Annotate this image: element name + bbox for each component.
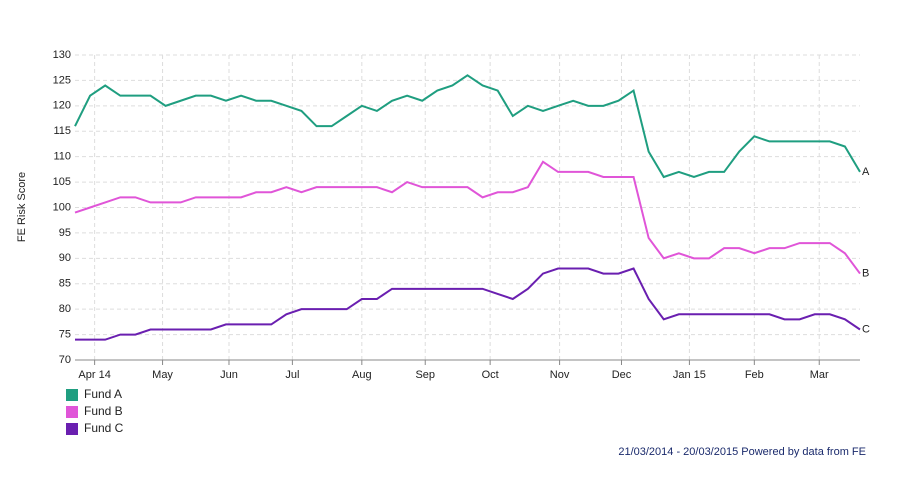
y-axis-label: FE Risk Score: [16, 172, 28, 242]
legend-swatch: [66, 406, 78, 418]
x-tick-label: Feb: [745, 369, 764, 381]
legend-swatch: [66, 423, 78, 435]
x-tick-label: Apr 14: [78, 369, 110, 381]
y-tick-label: 75: [59, 328, 71, 340]
y-tick-label: 85: [59, 278, 71, 290]
y-tick-label: 95: [59, 227, 71, 239]
y-tick-label: 80: [59, 303, 71, 315]
line: [75, 267, 861, 341]
x-tick-label: Mar: [810, 369, 829, 381]
line: [74, 160, 861, 275]
end-label: C: [862, 323, 870, 335]
x-tick-label: Jun: [220, 369, 238, 381]
y-tick-label: 125: [53, 74, 71, 86]
x-tick-label: May: [152, 369, 173, 381]
x-tick-label: Sep: [415, 369, 435, 381]
x-tick-label: Nov: [550, 369, 570, 381]
y-tick-label: 110: [53, 151, 71, 163]
x-tick-label: Aug: [352, 369, 372, 381]
legend-label: Fund C: [84, 421, 124, 435]
legend-swatch: [66, 389, 78, 401]
line: [74, 74, 861, 179]
y-tick-label: 120: [53, 100, 71, 112]
x-tick-label: Oct: [482, 369, 499, 381]
y-tick-label: 105: [53, 176, 71, 188]
y-tick-label: 70: [59, 354, 71, 366]
y-tick-label: 90: [59, 252, 71, 264]
y-tick-label: 100: [53, 201, 71, 213]
legend-label: Fund B: [84, 404, 123, 418]
y-tick-label: 130: [53, 49, 71, 61]
end-label: A: [862, 166, 870, 178]
x-tick-label: Dec: [612, 369, 632, 381]
legend-label: Fund A: [84, 387, 122, 401]
end-label: B: [862, 267, 869, 279]
footer: 21/03/2014 - 20/03/2015 Powered by data …: [618, 446, 866, 458]
y-tick-label: 115: [53, 125, 71, 137]
x-tick-label: Jan 15: [673, 369, 706, 381]
x-tick-label: Jul: [285, 369, 299, 381]
